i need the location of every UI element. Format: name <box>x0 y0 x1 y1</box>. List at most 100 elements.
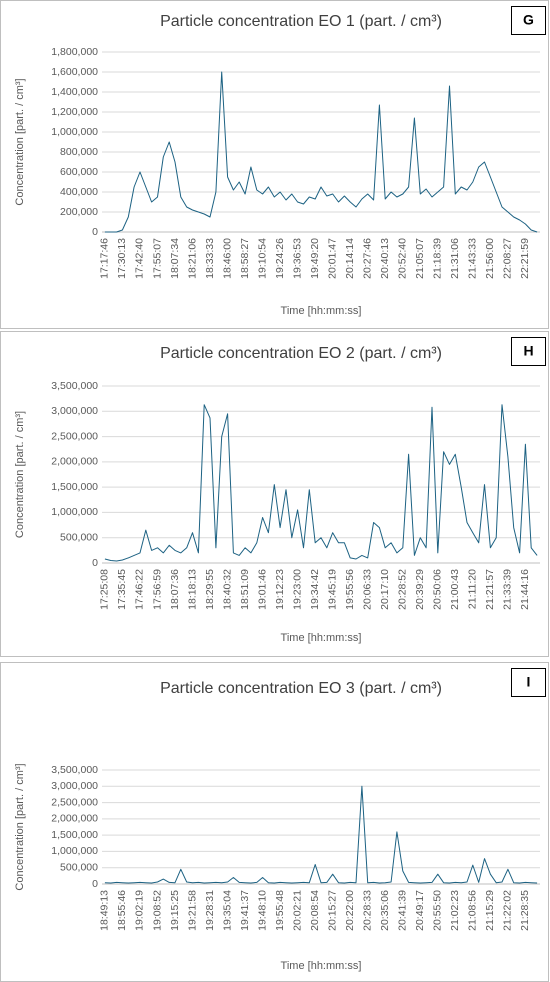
x-tick-label: 20:41:39 <box>397 890 409 931</box>
x-tick-label: 18:21:06 <box>186 238 198 279</box>
data-line <box>104 71 538 233</box>
x-tick-label: 20:08:54 <box>309 890 321 931</box>
y-tick-label: 3,000,000 <box>51 405 98 417</box>
x-tick-label: 20:52:40 <box>397 238 409 279</box>
x-tick-label: 19:49:20 <box>309 238 321 279</box>
x-tick-label: 21:43:33 <box>467 238 479 279</box>
x-tick-label: 19:28:31 <box>204 890 216 931</box>
y-tick-label: 0 <box>92 878 98 890</box>
x-tick-label: 20:22:00 <box>344 890 356 931</box>
x-tick-label: 21:00:43 <box>449 569 461 610</box>
x-tick-label: 21:31:06 <box>449 238 461 279</box>
x-tick-label: 20:01:47 <box>326 238 338 279</box>
x-tick-label: 19:15:25 <box>169 890 181 931</box>
data-line <box>104 785 538 884</box>
x-tick-label: 17:46:22 <box>134 569 146 610</box>
x-tick-label: 18:40:32 <box>221 569 233 610</box>
panel-letter-box <box>511 6 546 35</box>
x-tick-label: 19:01:46 <box>256 569 268 610</box>
y-tick-label: 800,000 <box>60 146 98 158</box>
x-tick-label: 19:41:37 <box>239 890 251 931</box>
panel-letter: I <box>527 674 531 690</box>
y-tick-label: 0 <box>92 557 98 569</box>
y-tick-label: 200,000 <box>60 206 98 218</box>
x-tick-label: 17:17:46 <box>99 238 111 279</box>
x-tick-label: 20:28:33 <box>362 890 374 931</box>
x-tick-label: 19:24:26 <box>274 238 286 279</box>
x-tick-label: 20:27:46 <box>362 238 374 279</box>
x-tick-label: 19:10:54 <box>256 238 268 279</box>
x-tick-label: 21:21:57 <box>484 569 496 610</box>
x-tick-label: 17:30:13 <box>116 238 128 279</box>
y-tick-label: 500,000 <box>60 861 98 873</box>
x-tick-label: 17:35:45 <box>116 569 128 610</box>
y-tick-label: 1,600,000 <box>51 66 98 78</box>
x-tick-label: 19:48:10 <box>256 890 268 931</box>
y-tick-label: 600,000 <box>60 166 98 178</box>
y-tick-label: 1,000,000 <box>51 126 98 138</box>
x-axis-title: Time [hh:mm:ss] <box>281 305 362 317</box>
panel-letter-box <box>511 337 546 366</box>
x-tick-label: 19:55:56 <box>344 569 356 610</box>
y-tick-label: 3,500,000 <box>51 764 98 776</box>
x-tick-label: 18:55:46 <box>116 890 128 931</box>
panel-letter-box <box>511 668 546 697</box>
x-tick-label: 21:02:23 <box>449 890 461 931</box>
x-tick-label: 21:56:00 <box>484 238 496 279</box>
panel-frame <box>0 0 549 329</box>
x-tick-label: 20:35:06 <box>379 890 391 931</box>
x-tick-label: 19:21:58 <box>186 890 198 931</box>
x-tick-label: 20:40:13 <box>379 238 391 279</box>
x-axis-title: Time [hh:mm:ss] <box>281 960 362 972</box>
x-tick-label: 21:33:39 <box>502 569 514 610</box>
x-tick-label: 17:56:59 <box>151 569 163 610</box>
y-tick-label: 400,000 <box>60 186 98 198</box>
y-tick-label: 1,000,000 <box>51 845 98 857</box>
y-tick-label: 0 <box>92 226 98 238</box>
x-tick-label: 21:28:35 <box>519 890 531 931</box>
y-tick-label: 1,400,000 <box>51 86 98 98</box>
x-tick-label: 21:05:07 <box>414 238 426 279</box>
x-tick-label: 20:15:27 <box>326 890 338 931</box>
y-axis-title: Concentration [part. / cm³] <box>14 78 26 205</box>
x-tick-label: 20:49:17 <box>414 890 426 931</box>
y-tick-label: 3,000,000 <box>51 780 98 792</box>
x-tick-label: 21:15:29 <box>484 890 496 931</box>
chart-title: Particle concentration EO 1 (part. / cm³… <box>160 13 442 30</box>
y-tick-label: 1,000,000 <box>51 506 98 518</box>
x-tick-label: 17:42:40 <box>134 238 146 279</box>
x-tick-label: 21:22:02 <box>502 890 514 931</box>
x-tick-label: 20:50:06 <box>432 569 444 610</box>
x-tick-label: 21:18:39 <box>432 238 444 279</box>
x-tick-label: 21:44:16 <box>519 569 531 610</box>
x-tick-label: 20:02:21 <box>291 890 303 931</box>
x-tick-label: 18:33:33 <box>204 238 216 279</box>
y-axis-title: Concentration [part. / cm³] <box>14 411 26 538</box>
x-tick-label: 18:46:00 <box>221 238 233 279</box>
y-tick-label: 2,500,000 <box>51 430 98 442</box>
x-tick-label: 19:36:53 <box>291 238 303 279</box>
x-tick-label: 18:29:55 <box>204 569 216 610</box>
x-tick-label: 19:23:00 <box>291 569 303 610</box>
x-tick-label: 19:35:04 <box>221 890 233 931</box>
y-tick-label: 1,500,000 <box>51 481 98 493</box>
x-tick-label: 22:08:27 <box>502 238 514 279</box>
panel-letter: H <box>523 343 533 359</box>
x-tick-label: 21:11:20 <box>467 569 479 609</box>
x-tick-label: 18:49:13 <box>99 890 111 931</box>
y-tick-label: 1,200,000 <box>51 106 98 118</box>
y-tick-label: 2,500,000 <box>51 796 98 808</box>
x-tick-label: 18:58:27 <box>239 238 251 279</box>
x-tick-label: 19:45:19 <box>326 569 338 610</box>
x-tick-label: 19:08:52 <box>151 890 163 931</box>
y-tick-label: 1,500,000 <box>51 829 98 841</box>
x-axis-title: Time [hh:mm:ss] <box>281 632 362 644</box>
y-tick-label: 1,800,000 <box>51 46 98 58</box>
x-tick-label: 17:55:07 <box>151 238 163 279</box>
chart-title: Particle concentration EO 3 (part. / cm³… <box>160 680 442 697</box>
x-tick-label: 20:17:10 <box>379 569 391 610</box>
x-tick-label: 19:12:23 <box>274 569 286 610</box>
chart-title: Particle concentration EO 2 (part. / cm³… <box>160 345 442 362</box>
x-tick-label: 19:55:48 <box>274 890 286 931</box>
